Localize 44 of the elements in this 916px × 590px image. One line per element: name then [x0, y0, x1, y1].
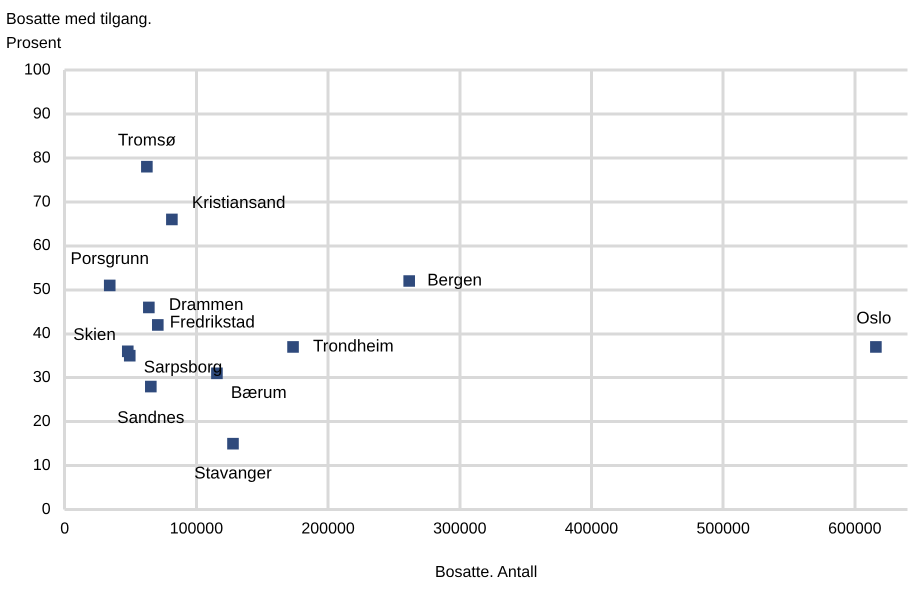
y-tick-label: 60 [32, 237, 51, 254]
point [145, 380, 157, 392]
point [227, 438, 239, 450]
annotation: Sandnes [117, 408, 184, 428]
point [104, 280, 116, 292]
annotation: Oslo [856, 308, 892, 328]
y-tick-label: 20 [32, 413, 51, 430]
point [124, 350, 136, 362]
annotation: Skien [73, 325, 116, 344]
x-axis-title: Bosatte. Antall [434, 564, 538, 581]
annotation: Kristiansand [192, 193, 286, 212]
y-tick-label: 40 [32, 325, 51, 342]
x-tick-label: 200000 [301, 520, 355, 538]
y-tick-label: 90 [32, 105, 51, 122]
y-tick-label: 100 [24, 61, 51, 78]
x-tick-label: 300000 [433, 520, 487, 538]
point [152, 319, 164, 331]
point [141, 160, 153, 173]
x-tick-label: 600000 [828, 520, 882, 538]
annotation: Drammen [168, 295, 244, 314]
y-tick-label: 30 [32, 369, 51, 386]
y-axis-title: Bosatte med tilgang. Prosent [6, 10, 153, 54]
annotation: Bærum [230, 383, 287, 402]
annotation: Bergen [427, 270, 482, 290]
point [143, 302, 155, 314]
x-tick-label: 500000 [696, 520, 750, 538]
point [287, 341, 299, 353]
annotation: Sarpsborg [144, 357, 222, 376]
x-tick-label: 0 [60, 520, 70, 538]
annotation: Stavanger [194, 463, 272, 482]
x-tick-label: 400000 [564, 520, 618, 538]
y-tick-label: 70 [32, 193, 51, 210]
x-tick-label: 100000 [170, 520, 224, 538]
point [166, 214, 178, 226]
point [870, 341, 882, 353]
y-tick-label: 80 [32, 149, 51, 166]
annotation: Tromsø [118, 130, 176, 150]
y-tick-label: 0 [42, 501, 51, 518]
annotation: Trondheim [313, 336, 394, 356]
point [403, 275, 415, 287]
y-tick-label: 50 [32, 281, 51, 298]
y-tick-label: 10 [32, 457, 51, 474]
annotation: Fredrikstad [170, 312, 255, 332]
annotation: Porsgrunn [70, 249, 149, 268]
